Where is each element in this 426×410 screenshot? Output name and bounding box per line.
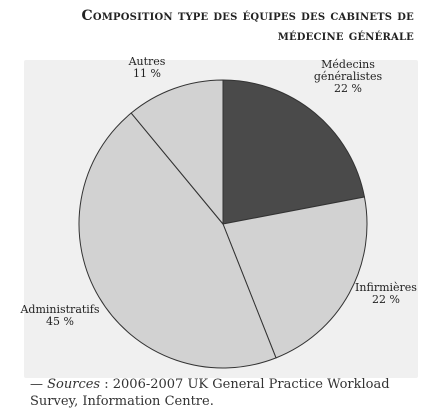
source-note: — Sources : 2006-2007 UK General Practic… <box>30 376 422 410</box>
slice-label-0: Médecins généralistes 22 % <box>314 58 383 95</box>
slice-value-label: 22 % <box>334 82 362 95</box>
pie-slice-0 <box>222 79 366 225</box>
chart-title-line-1: Composition type des équipes des cabinet… <box>81 8 414 24</box>
chart-title-line-2: médecine générale <box>277 28 414 44</box>
slice-label-3: Autres 11 % <box>128 55 166 80</box>
pie-slice-2 <box>78 112 277 369</box>
slice-name-label: Administratifs <box>19 303 99 316</box>
source-text: : 2006-2007 UK General Practice Workload… <box>30 377 390 409</box>
pie-slice-3 <box>130 79 224 226</box>
slice-name-label: Autres <box>128 55 166 68</box>
slice-name-label: Infirmières <box>355 281 417 294</box>
chart-title: Composition type des équipes des cabinet… <box>4 6 414 46</box>
source-prefix: — <box>30 377 48 392</box>
slice-value-label: 11 % <box>133 67 161 80</box>
slice-name-label: généralistes <box>314 70 383 83</box>
slice-label-2: Administratifs 45 % <box>19 303 99 328</box>
slice-value-label: 22 % <box>372 293 400 306</box>
pie-slice-1 <box>222 196 368 359</box>
source-label: Sources <box>47 377 101 392</box>
slice-name-label: Médecins <box>321 58 375 71</box>
slice-label-1: Infirmières 22 % <box>355 281 417 306</box>
slice-value-label: 45 % <box>46 315 74 328</box>
